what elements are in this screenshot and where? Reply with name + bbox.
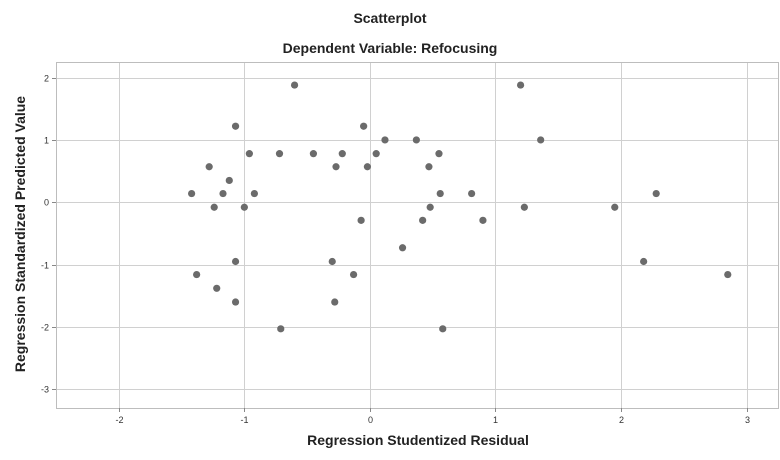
data-point bbox=[275, 150, 284, 158]
plot-area-frame bbox=[56, 62, 779, 409]
data-point bbox=[309, 150, 318, 158]
data-point bbox=[231, 122, 240, 130]
data-point bbox=[193, 270, 201, 279]
chart-title: Scatterplot bbox=[353, 10, 427, 26]
x-axis-label: Regression Studentized Residual bbox=[307, 432, 529, 448]
axis-ticks: -2 -1 0 1 2 3 2 1 0 -1 -2 -3 bbox=[41, 74, 750, 426]
data-point bbox=[231, 257, 240, 266]
data-point bbox=[479, 216, 487, 224]
data-point bbox=[468, 189, 476, 198]
data-point bbox=[205, 163, 213, 171]
data-point bbox=[219, 189, 227, 198]
data-point bbox=[363, 163, 372, 171]
data-point bbox=[349, 270, 358, 279]
data-point bbox=[360, 122, 368, 130]
chart-subtitle: Dependent Variable: Refocusing bbox=[282, 40, 498, 56]
data-point bbox=[357, 216, 365, 224]
data-point bbox=[516, 81, 525, 89]
data-point bbox=[419, 216, 427, 224]
data-point bbox=[210, 203, 218, 211]
data-point bbox=[724, 270, 732, 279]
data-point bbox=[412, 136, 420, 144]
data-point bbox=[240, 203, 248, 211]
data-point bbox=[225, 176, 233, 185]
y-tick-label: 1 bbox=[44, 136, 49, 146]
data-point bbox=[436, 189, 444, 198]
data-points bbox=[188, 81, 732, 333]
y-tick-label: 2 bbox=[44, 74, 49, 84]
y-tick-label: -1 bbox=[41, 261, 49, 271]
data-point bbox=[188, 189, 196, 198]
y-tick-label: -2 bbox=[41, 323, 49, 333]
y-tick-label: 0 bbox=[44, 198, 49, 208]
x-tick-label: 1 bbox=[493, 415, 498, 425]
data-point bbox=[290, 81, 299, 89]
x-tick-label: 0 bbox=[368, 415, 373, 425]
data-point bbox=[338, 150, 346, 158]
data-point bbox=[398, 244, 407, 252]
data-point bbox=[435, 150, 443, 158]
data-point bbox=[277, 325, 285, 333]
data-point bbox=[640, 257, 648, 266]
data-point bbox=[425, 163, 433, 171]
data-point bbox=[231, 298, 240, 306]
x-tick-label: -2 bbox=[115, 415, 123, 425]
data-point bbox=[331, 298, 339, 306]
x-tick-label: -1 bbox=[240, 415, 248, 425]
y-tick-label: -3 bbox=[41, 385, 49, 395]
data-point bbox=[245, 150, 253, 158]
data-point bbox=[611, 203, 619, 211]
data-point bbox=[381, 136, 389, 144]
x-tick-label: 2 bbox=[619, 415, 624, 425]
data-point bbox=[652, 189, 660, 198]
data-point bbox=[439, 325, 447, 333]
data-point bbox=[250, 189, 258, 198]
data-point bbox=[426, 203, 434, 211]
data-point bbox=[372, 150, 380, 158]
data-point bbox=[332, 163, 340, 171]
x-tick-label: 3 bbox=[745, 415, 750, 425]
data-point bbox=[537, 136, 545, 144]
grid-lines bbox=[56, 62, 778, 408]
data-point bbox=[213, 284, 221, 292]
data-point bbox=[520, 203, 528, 211]
data-point bbox=[328, 257, 336, 266]
